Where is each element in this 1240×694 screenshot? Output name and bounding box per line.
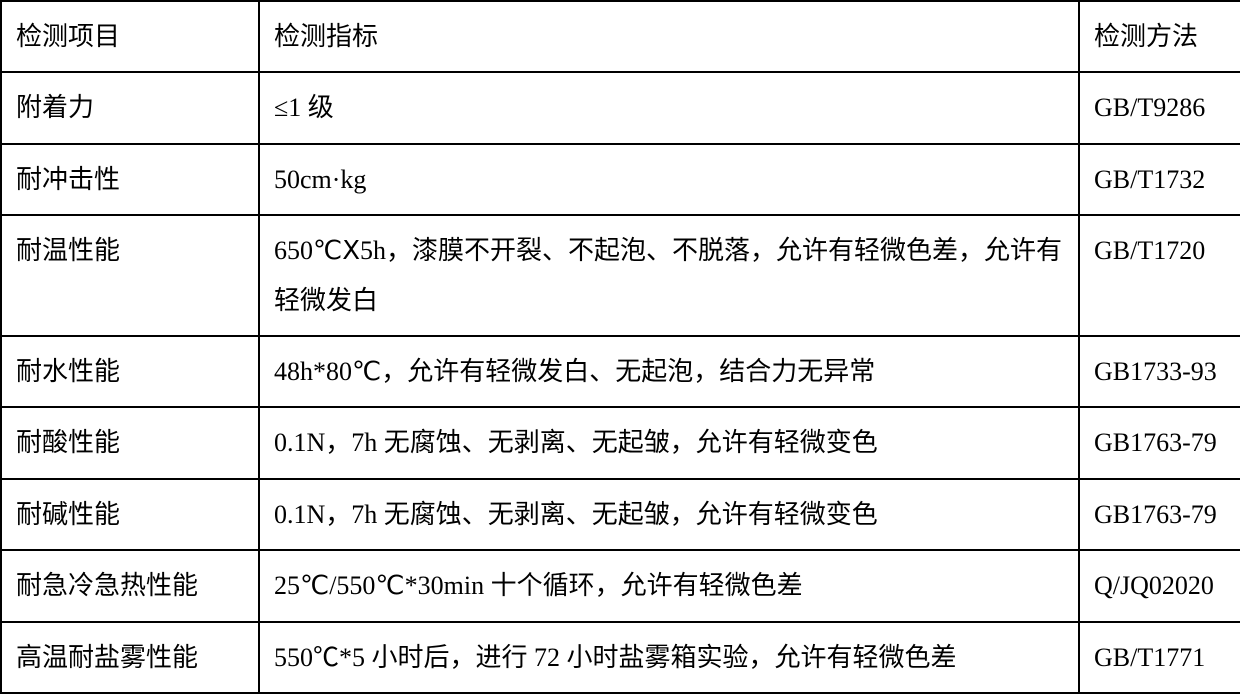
row-indicator: 48h*80℃，允许有轻微发白、无起泡，结合力无异常 xyxy=(259,336,1079,407)
table-row: 耐急冷急热性能 25℃/550℃*30min 十个循环，允许有轻微色差 Q/JQ… xyxy=(1,550,1240,621)
row-method: Q/JQ02020 xyxy=(1079,550,1240,621)
row-item: 耐冲击性 xyxy=(1,144,259,215)
row-method: GB1763-79 xyxy=(1079,479,1240,550)
row-item: 耐急冷急热性能 xyxy=(1,550,259,621)
row-indicator: 650℃Ⅹ5h，漆膜不开裂、不起泡、不脱落，允许有轻微色差，允许有轻微发白 xyxy=(259,215,1079,336)
table-row: 耐冲击性 50cm·kg GB/T1732 xyxy=(1,144,1240,215)
table-header-row: 检测项目 检测指标 检测方法 xyxy=(1,1,1240,72)
row-indicator: 25℃/550℃*30min 十个循环，允许有轻微色差 xyxy=(259,550,1079,621)
row-method: GB/T9286 xyxy=(1079,72,1240,143)
row-indicator: ≤1 级 xyxy=(259,72,1079,143)
row-item: 耐水性能 xyxy=(1,336,259,407)
row-method: GB/T1720 xyxy=(1079,215,1240,336)
table-row: 耐酸性能 0.1N，7h 无腐蚀、无剥离、无起皱，允许有轻微变色 GB1763-… xyxy=(1,407,1240,478)
row-item: 耐碱性能 xyxy=(1,479,259,550)
row-method: GB1763-79 xyxy=(1079,407,1240,478)
row-indicator: 50cm·kg xyxy=(259,144,1079,215)
row-method: GB1733-93 xyxy=(1079,336,1240,407)
spec-table: 检测项目 检测指标 检测方法 附着力 ≤1 级 GB/T9286 耐冲击性 50… xyxy=(0,0,1240,694)
row-item: 高温耐盐雾性能 xyxy=(1,622,259,693)
row-indicator: 550℃*5 小时后，进行 72 小时盐雾箱实验，允许有轻微色差 xyxy=(259,622,1079,693)
table-row: 耐温性能 650℃Ⅹ5h，漆膜不开裂、不起泡、不脱落，允许有轻微色差，允许有轻微… xyxy=(1,215,1240,336)
header-indicator: 检测指标 xyxy=(259,1,1079,72)
row-item: 耐温性能 xyxy=(1,215,259,336)
table-row: 耐水性能 48h*80℃，允许有轻微发白、无起泡，结合力无异常 GB1733-9… xyxy=(1,336,1240,407)
row-item: 耐酸性能 xyxy=(1,407,259,478)
row-indicator: 0.1N，7h 无腐蚀、无剥离、无起皱，允许有轻微变色 xyxy=(259,479,1079,550)
table-row: 附着力 ≤1 级 GB/T9286 xyxy=(1,72,1240,143)
row-indicator: 0.1N，7h 无腐蚀、无剥离、无起皱，允许有轻微变色 xyxy=(259,407,1079,478)
table-row: 高温耐盐雾性能 550℃*5 小时后，进行 72 小时盐雾箱实验，允许有轻微色差… xyxy=(1,622,1240,693)
row-method: GB/T1732 xyxy=(1079,144,1240,215)
header-method: 检测方法 xyxy=(1079,1,1240,72)
table-row: 耐碱性能 0.1N，7h 无腐蚀、无剥离、无起皱，允许有轻微变色 GB1763-… xyxy=(1,479,1240,550)
row-method: GB/T1771 xyxy=(1079,622,1240,693)
header-item: 检测项目 xyxy=(1,1,259,72)
row-item: 附着力 xyxy=(1,72,259,143)
